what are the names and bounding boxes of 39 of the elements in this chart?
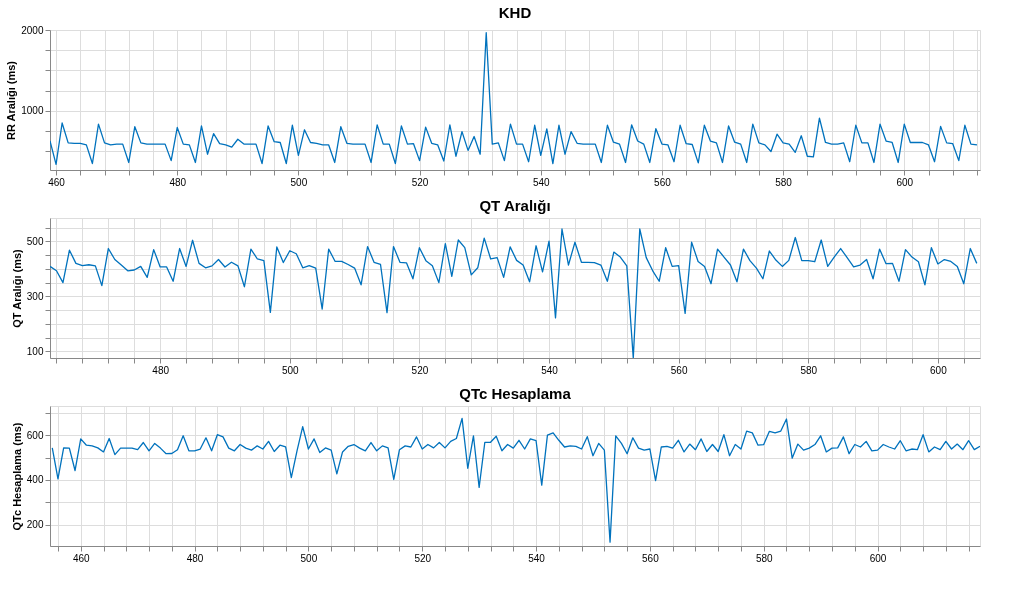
x-tick-label: 540	[532, 176, 551, 188]
chart-title: QTc Hesaplama	[459, 385, 572, 402]
x-tick-label: 560	[654, 176, 672, 188]
x-tick-label: 600	[930, 364, 948, 376]
x-tick-label: 540	[541, 364, 559, 376]
chart-title: QT Aralığı	[479, 197, 551, 214]
y-tick-label: 200	[26, 519, 44, 531]
line-series	[51, 417, 980, 543]
y-tick-label: 500	[26, 235, 44, 247]
y-tick-label: 400	[26, 474, 44, 486]
x-tick-label: 580	[775, 176, 793, 188]
x-tick-label: 600	[869, 552, 887, 564]
x-tick-label: 560	[642, 552, 660, 564]
x-tick-label: 460	[48, 176, 66, 188]
y-tick-label: 300	[26, 290, 44, 302]
y-tick-label: 2000	[21, 24, 44, 36]
x-tick-label: 480	[152, 364, 170, 376]
x-tick-label: 520	[411, 176, 429, 188]
x-tick-label: 520	[414, 552, 432, 564]
x-tick-label: 580	[800, 364, 818, 376]
x-tick-label: 480	[186, 552, 204, 564]
y-axis-title: QT Aralığı (ms)	[10, 248, 23, 328]
line-series	[50, 32, 978, 165]
x-tick-label: 500	[290, 176, 308, 188]
y-axis-title: RR Aralığı (ms)	[5, 60, 18, 141]
chart-title: KHD	[498, 4, 532, 21]
y-tick-label: 600	[26, 429, 44, 441]
x-tick-label: 560	[670, 364, 688, 376]
x-tick-label: 520	[411, 364, 429, 376]
x-tick-label: 600	[896, 176, 914, 188]
x-tick-label: 500	[281, 364, 300, 376]
x-tick-label: 460	[72, 552, 91, 564]
y-tick-label: 1000	[21, 105, 44, 117]
y-tick-label: 100	[26, 345, 44, 357]
y-axis-title: QTc Hesaplama (ms)	[10, 422, 23, 531]
x-tick-label: 540	[528, 552, 546, 564]
x-tick-label: 500	[300, 552, 318, 564]
x-tick-label: 580	[755, 552, 773, 564]
x-tick-label: 480	[169, 176, 187, 188]
